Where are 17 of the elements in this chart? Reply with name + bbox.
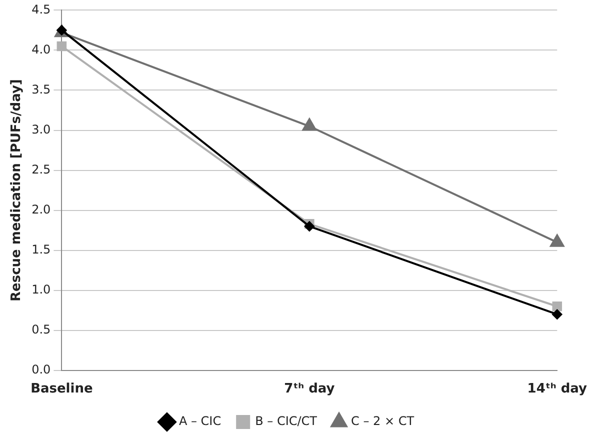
y-tick-label: 0.5 bbox=[32, 322, 51, 337]
y-tick-label: 2.0 bbox=[32, 202, 51, 216]
y-tick-label: 4.5 bbox=[32, 2, 51, 16]
y-tick-label: 2.5 bbox=[32, 162, 51, 176]
y-axis-title: Rescue medication [PUFs/day] bbox=[9, 79, 24, 302]
y-tick-label: 3.5 bbox=[32, 82, 51, 96]
y-tick-label: 0.0 bbox=[32, 362, 51, 377]
legend-label: B – CIC/CT bbox=[255, 414, 318, 428]
x-tick-label: 7ᵗʰ day bbox=[284, 382, 336, 397]
y-tick-label: 4.0 bbox=[32, 42, 51, 56]
y-tick-label: 3.0 bbox=[32, 122, 51, 136]
x-tick-label: 14ᵗʰ day bbox=[527, 382, 588, 397]
legend-label: A – CIC bbox=[178, 414, 222, 428]
y-tick-label: 1.5 bbox=[32, 242, 51, 256]
x-tick-label: Baseline bbox=[30, 382, 93, 397]
y-tick-label: 1.0 bbox=[32, 282, 51, 296]
legend-label: C – 2 × CT bbox=[351, 414, 415, 428]
